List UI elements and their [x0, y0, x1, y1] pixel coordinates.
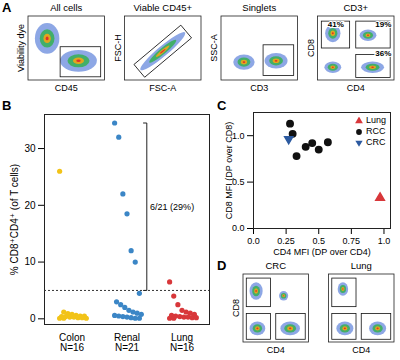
svg-text:CD8 MFI (DP over CD8): CD8 MFI (DP over CD8) [224, 122, 234, 219]
svg-text:CD4: CD4 [267, 345, 285, 355]
svg-text:ColonN=16: ColonN=16 [59, 332, 85, 353]
html-text:B: B [2, 98, 12, 113]
svg-text:FSC-H: FSC-H [113, 34, 123, 62]
svg-text:RenalN=21: RenalN=21 [114, 332, 140, 353]
html-text:CRC: CRC [366, 137, 386, 147]
svg-text:SSC-A: SSC-A [209, 34, 219, 62]
svg-text:0.25: 0.25 [277, 236, 295, 246]
svg-text:CD8: CD8 [231, 299, 241, 317]
svg-text:CD4: CD4 [347, 83, 365, 93]
svg-text:0.5: 0.5 [312, 236, 325, 246]
svg-text:All cells: All cells [50, 2, 82, 13]
svg-text:10: 10 [24, 256, 36, 267]
svg-text:CRC: CRC [265, 260, 286, 271]
svg-text:Viable CD45+: Viable CD45+ [133, 2, 192, 13]
svg-text:Viability dye: Viability dye [16, 24, 26, 72]
svg-text:CD45: CD45 [55, 83, 78, 93]
svg-text:Lung: Lung [351, 260, 372, 271]
svg-text:CD3+: CD3+ [343, 2, 368, 13]
html-text:A: A [2, 0, 12, 15]
svg-text:% CD8⁺CD4⁺ (of T cells): % CD8⁺CD4⁺ (of T cells) [9, 164, 20, 275]
svg-text:30: 30 [24, 143, 36, 154]
svg-text:LungN=16: LungN=16 [170, 332, 195, 353]
svg-text:41%: 41% [328, 20, 344, 29]
svg-text:36%: 36% [375, 49, 391, 58]
svg-text:CD8: CD8 [306, 39, 316, 57]
html-text:C: C [217, 98, 227, 113]
svg-text:CD3: CD3 [250, 83, 268, 93]
svg-text:FSC-A: FSC-A [149, 83, 176, 93]
svg-text:6/21 (29%): 6/21 (29%) [150, 202, 194, 212]
svg-text:1.0: 1.0 [378, 236, 391, 246]
svg-text:20: 20 [24, 200, 36, 211]
svg-text:0.5: 0.5 [232, 177, 245, 187]
svg-text:0.0: 0.0 [247, 236, 260, 246]
html-text:RCC: RCC [366, 126, 386, 136]
svg-text:0.0: 0.0 [232, 223, 245, 233]
svg-text:Singlets: Singlets [242, 2, 276, 13]
svg-text:1.0: 1.0 [232, 130, 245, 141]
svg-text:CD4: CD4 [352, 345, 370, 355]
html-text:Lung: Lung [366, 115, 386, 125]
svg-text:0.75: 0.75 [343, 236, 361, 246]
svg-text:0: 0 [30, 313, 36, 324]
svg-text:CD4 MFI (DP over CD4): CD4 MFI (DP over CD4) [273, 247, 370, 257]
html-text:D: D [217, 258, 227, 273]
svg-text:19%: 19% [375, 20, 391, 29]
